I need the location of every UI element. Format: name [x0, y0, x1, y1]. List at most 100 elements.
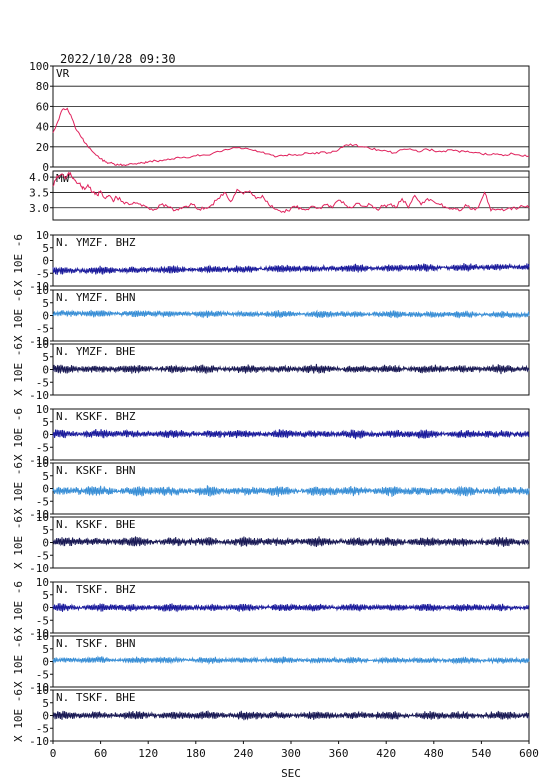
- y-tick-label: -5: [36, 376, 49, 389]
- y-tick-label: 4.0: [29, 171, 49, 184]
- y-tick-label: 0: [42, 255, 49, 268]
- series-line-trace-tskf-bhz: [52, 603, 530, 613]
- y-tick-label: -5: [36, 441, 49, 454]
- panel-label: N. KSKF. BHN: [56, 464, 135, 477]
- y-tick-label: -5: [36, 267, 49, 280]
- y-tick-label: 0: [42, 161, 49, 174]
- y-tick-label: 5: [42, 524, 49, 537]
- y-tick-label: 60: [36, 100, 49, 113]
- panel-trace-ymzf-bhn: -10-505 10 X 10E -6 N. YMZF. BHN: [12, 284, 530, 348]
- y-tick-label: 10: [36, 403, 49, 416]
- series-line-trace-ymzf-bhn: [52, 309, 530, 319]
- y-tick-label: 10: [36, 576, 49, 589]
- y-tick-label: -10: [29, 681, 49, 694]
- figure-timestamp: 2022/10/28 09:30: [60, 52, 176, 66]
- y-tick-label: -10: [29, 335, 49, 348]
- y-axis-label: X 10E -6: [12, 408, 25, 461]
- series-line-trace-tskf-bhe: [52, 710, 530, 721]
- panel-label: N. TSKF. BHN: [56, 637, 135, 650]
- panel-vr: 0 20 40 60 80 100 VR: [29, 60, 530, 174]
- series-line-trace-kskf-bhe: [52, 536, 530, 547]
- y-tick-label: 80: [36, 80, 49, 93]
- series-line-trace-kskf-bhz: [52, 428, 529, 440]
- y-tick-label: 0: [42, 537, 49, 550]
- y-tick-label: -5: [36, 322, 49, 335]
- panel-frame: [52, 170, 530, 221]
- y-tick-label: -5: [36, 614, 49, 627]
- y-tick-label: -10: [29, 389, 49, 402]
- y-tick-label: 20: [36, 141, 49, 154]
- y-axis-label: X 10E -6: [12, 234, 25, 287]
- series-line-trace-kskf-bhn: [52, 485, 530, 497]
- y-tick-label: 10: [36, 229, 49, 242]
- x-tick-label: 420: [376, 747, 396, 760]
- y-tick-label: 5: [42, 297, 49, 310]
- x-tick-label: 120: [138, 747, 158, 760]
- y-tick-label: 40: [36, 121, 49, 134]
- y-tick-label: -10: [29, 280, 49, 293]
- y-tick-label: 10: [36, 457, 49, 470]
- x-tick-label: 60: [94, 747, 107, 760]
- y-tick-label: 5: [42, 697, 49, 710]
- y-tick-label: 5: [42, 351, 49, 364]
- y-tick-label: 0: [42, 364, 49, 377]
- y-tick-label: 3.0: [29, 202, 49, 215]
- y-tick-label: -10: [29, 508, 49, 521]
- panel-label: N. YMZF. BHE: [56, 345, 135, 358]
- series-line-trace-ymzf-bhe: [52, 363, 530, 375]
- y-tick-label: 0: [42, 483, 49, 496]
- panel-label: N. YMZF. BHZ: [56, 236, 136, 249]
- y-tick-label: -5: [36, 549, 49, 562]
- panel-mw: 3.03.54.0 MW: [29, 170, 530, 221]
- y-tick-label: -5: [36, 495, 49, 508]
- y-tick-label: 100: [29, 60, 49, 73]
- y-axis-label: X 10E -6: [12, 343, 25, 396]
- y-tick-label: 5: [42, 643, 49, 656]
- series-line-trace-ymzf-bhz: [52, 262, 530, 275]
- x-tick-label: 300: [281, 747, 301, 760]
- panel-label: N. KSKF. BHE: [56, 518, 135, 531]
- x-tick-label: 480: [424, 747, 444, 760]
- x-tick-label: 600: [519, 747, 539, 760]
- panel-frame: [52, 65, 530, 168]
- y-tick-label: -10: [29, 454, 49, 467]
- y-tick-label: 5: [42, 416, 49, 429]
- y-axis-label: X 10E -6: [12, 462, 25, 515]
- y-tick-label: 0: [42, 310, 49, 323]
- panel-label: N. YMZF. BHN: [56, 291, 135, 304]
- panel-label: N. TSKF. BHE: [56, 691, 135, 704]
- series-line-trace-tskf-bhn: [52, 655, 530, 665]
- y-tick-label: 0: [42, 710, 49, 723]
- y-axis-label: X 10E -6: [12, 289, 25, 342]
- y-tick-label: 10: [36, 684, 49, 697]
- y-tick-label: -5: [36, 722, 49, 735]
- y-axis-label: X 10E -6: [12, 581, 25, 634]
- y-tick-label: 5: [42, 589, 49, 602]
- y-tick-label: 5: [42, 242, 49, 255]
- x-axis-label: SEC: [281, 767, 301, 780]
- panel-label: N. TSKF. BHZ: [56, 583, 136, 596]
- y-tick-label: -10: [29, 562, 49, 575]
- x-tick-label: 0: [50, 747, 57, 760]
- y-axis-label: X 10E -6: [12, 689, 25, 742]
- x-axis: 0 60 120 180 240 300 360 420 480 540 600: [50, 741, 539, 760]
- y-tick-label: 0: [42, 602, 49, 615]
- y-tick-label: -10: [29, 735, 49, 748]
- y-axis-label: X 10E -6: [12, 635, 25, 688]
- series-line-mw: [52, 171, 530, 214]
- y-tick-label: 0: [42, 656, 49, 669]
- y-tick-label: -10: [29, 627, 49, 640]
- y-tick-label: 10: [36, 338, 49, 351]
- x-tick-label: 240: [233, 747, 253, 760]
- y-tick-label: 3.5: [29, 186, 49, 199]
